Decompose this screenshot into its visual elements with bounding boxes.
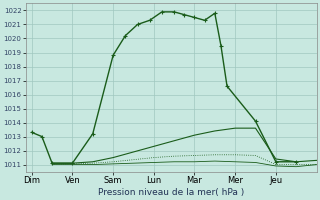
- X-axis label: Pression niveau de la mer( hPa ): Pression niveau de la mer( hPa ): [98, 188, 244, 197]
